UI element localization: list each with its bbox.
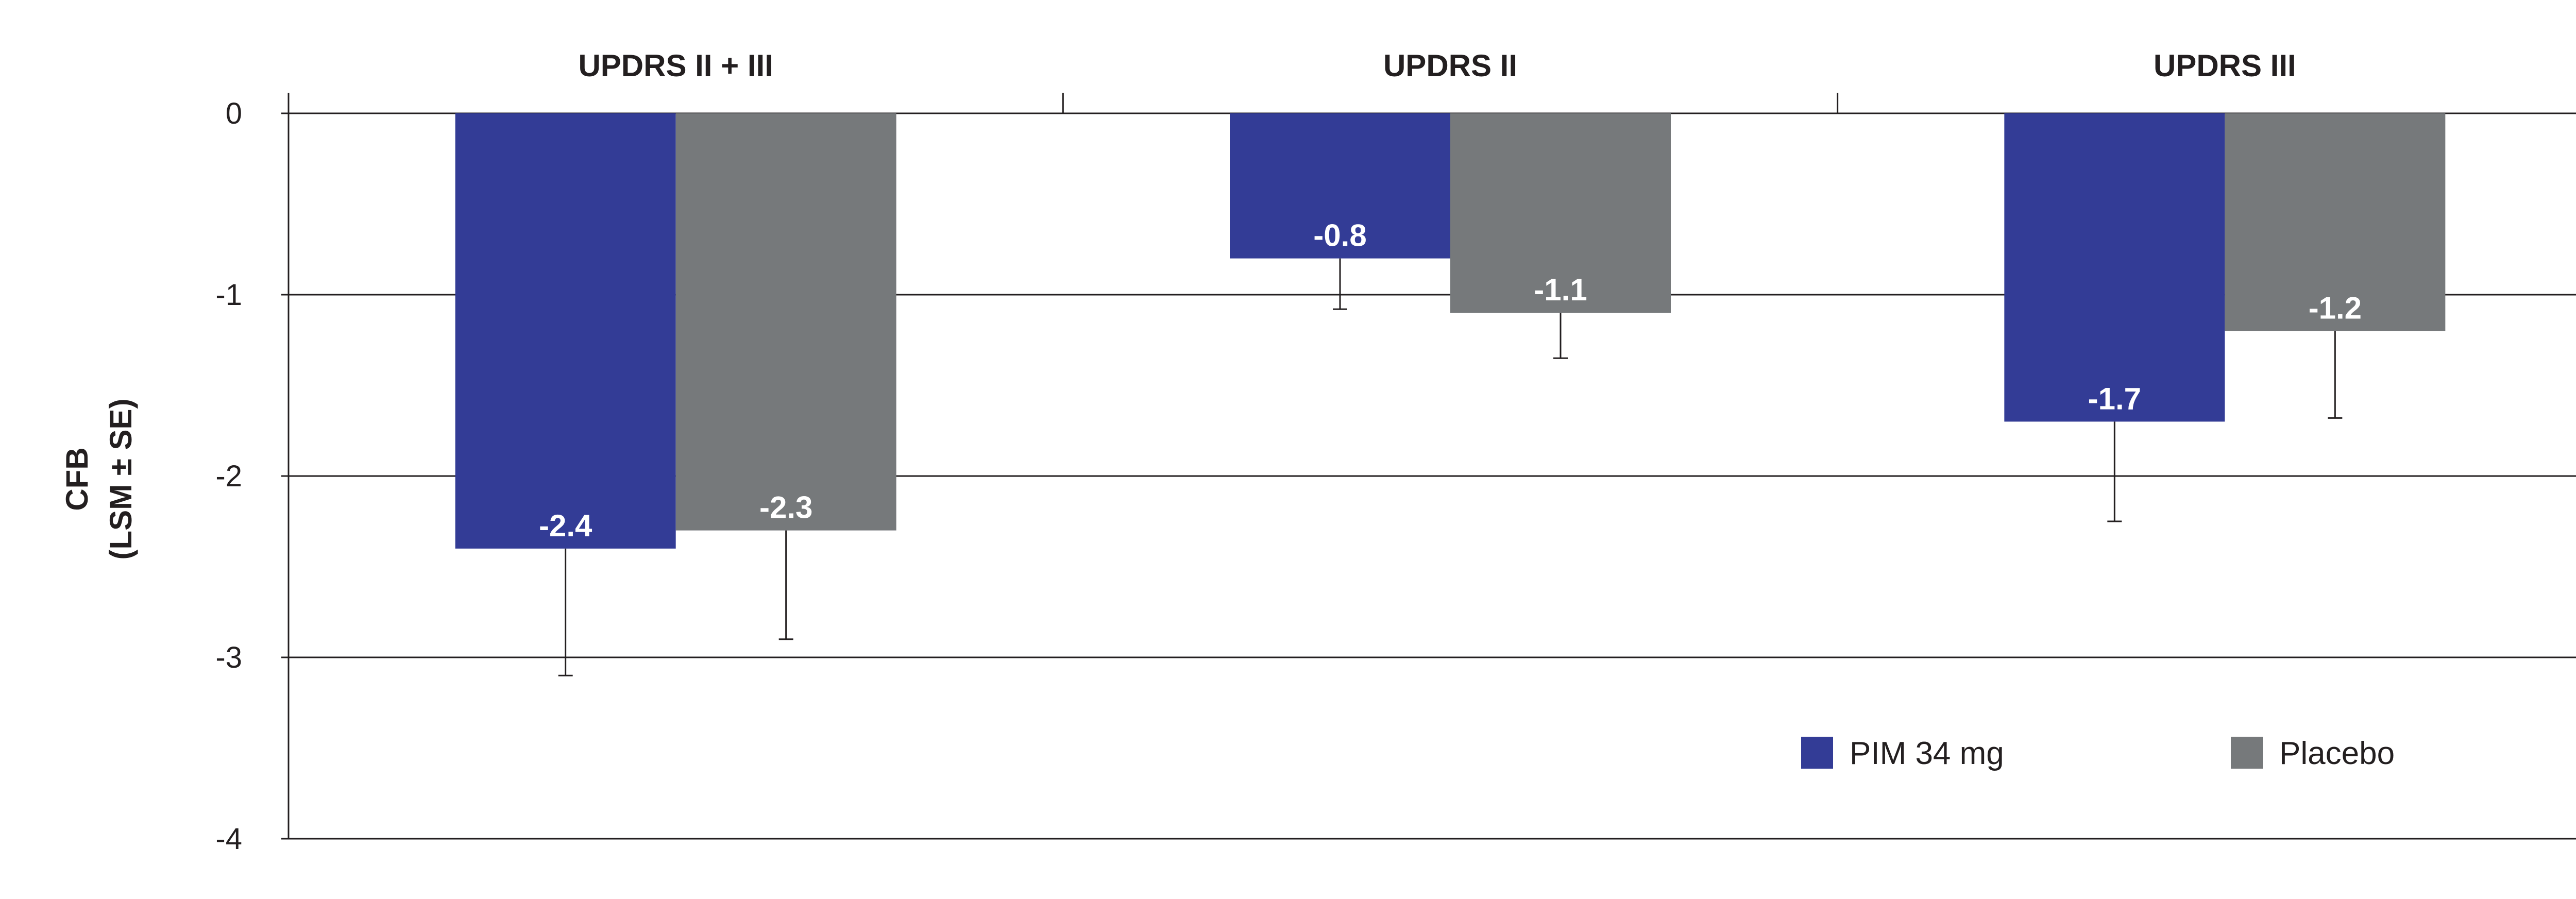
bar: [2225, 113, 2446, 331]
y-axis-ticks: 0 -1 -2 -3 -4: [215, 97, 289, 856]
y-axis-title-line1: CFB: [60, 447, 94, 511]
y-axis-title-line2: (LSM ± SE): [104, 399, 138, 560]
legend: PIM 34 mg Placebo: [1801, 736, 2395, 771]
data-label: -2.4: [539, 508, 592, 543]
data-label: -2.3: [759, 490, 812, 525]
bar: [2004, 113, 2225, 422]
axes: [287, 93, 1839, 839]
y-tick-label: -4: [215, 822, 242, 856]
y-tick-label: -1: [215, 278, 242, 312]
category-label: UPDRS II + III: [578, 48, 773, 83]
category-label: UPDRS II: [1383, 48, 1517, 83]
data-label: -1.2: [2309, 291, 2362, 325]
bars: -2.4 -2.3 -0.8 -1.1 -1.7 -1.2: [455, 113, 2446, 676]
legend-swatch-pim: [1801, 737, 1833, 769]
category-labels: UPDRS II + III UPDRS II UPDRS III: [578, 48, 2296, 83]
data-label: -0.8: [1313, 218, 1366, 253]
legend-label-pim: PIM 34 mg: [1850, 736, 2004, 771]
bar: [675, 113, 896, 531]
data-label: -1.1: [1534, 273, 1587, 307]
bar: [455, 113, 676, 549]
bar: [1450, 113, 1671, 313]
legend-swatch-placebo: [2231, 737, 2263, 769]
y-tick-label: -2: [215, 460, 242, 493]
category-label: UPDRS III: [2154, 48, 2296, 83]
bar: [1230, 113, 1450, 259]
legend-label-placebo: Placebo: [2279, 736, 2395, 771]
data-label: -1.7: [2088, 381, 2141, 416]
y-tick-label: -3: [215, 641, 242, 674]
y-tick-label: 0: [226, 97, 242, 130]
